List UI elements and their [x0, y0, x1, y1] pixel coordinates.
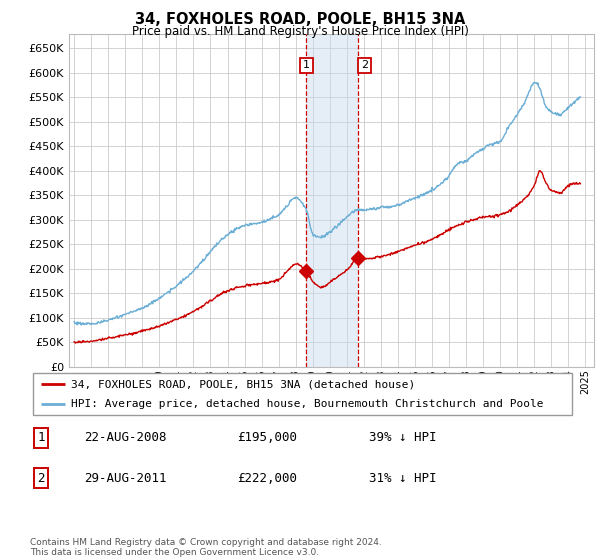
- Text: 1: 1: [303, 60, 310, 71]
- Text: 2: 2: [361, 60, 368, 71]
- Text: 22-AUG-2008: 22-AUG-2008: [85, 431, 167, 445]
- Text: Price paid vs. HM Land Registry's House Price Index (HPI): Price paid vs. HM Land Registry's House …: [131, 25, 469, 38]
- Bar: [307, 34, 358, 367]
- Text: Contains HM Land Registry data © Crown copyright and database right 2024.
This d: Contains HM Land Registry data © Crown c…: [30, 538, 382, 557]
- Text: 34, FOXHOLES ROAD, POOLE, BH15 3NA (detached house): 34, FOXHOLES ROAD, POOLE, BH15 3NA (deta…: [71, 379, 415, 389]
- Text: £222,000: £222,000: [238, 472, 298, 485]
- Text: 1: 1: [37, 431, 44, 445]
- FancyBboxPatch shape: [33, 373, 572, 416]
- Text: 34, FOXHOLES ROAD, POOLE, BH15 3NA: 34, FOXHOLES ROAD, POOLE, BH15 3NA: [135, 12, 465, 27]
- Text: 31% ↓ HPI: 31% ↓ HPI: [368, 472, 436, 485]
- Text: 39% ↓ HPI: 39% ↓ HPI: [368, 431, 436, 445]
- Text: £195,000: £195,000: [238, 431, 298, 445]
- Text: HPI: Average price, detached house, Bournemouth Christchurch and Poole: HPI: Average price, detached house, Bour…: [71, 399, 544, 409]
- Text: 2: 2: [37, 472, 44, 485]
- Text: 29-AUG-2011: 29-AUG-2011: [85, 472, 167, 485]
